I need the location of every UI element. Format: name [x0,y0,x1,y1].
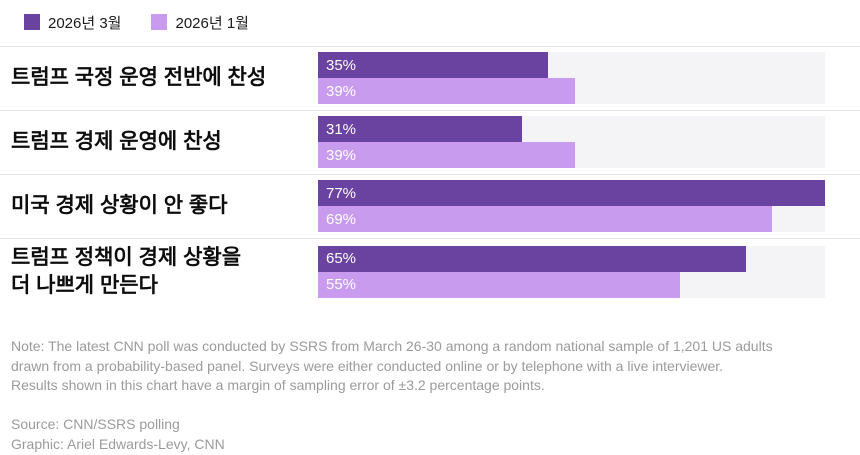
note-line-1: Note: The latest CNN poll was conducted … [11,338,773,355]
bar-series-2: 39% [318,142,575,168]
chart-row: 미국 경제 상황이 안 좋다 77% 69% [0,174,860,238]
legend-label-march: 2026년 3월 [48,14,122,32]
bar-series-2: 69% [318,206,773,232]
category-label: 트럼프 정책이 경제 상황을 더 나쁘게 만든다 [11,246,242,297]
bar-series-1: 65% [318,245,746,272]
bar-value-label: 55% [326,276,357,294]
source-line: Source: CNN/SSRS polling [11,416,180,433]
category-label: 미국 경제 상황이 안 좋다 [11,194,228,218]
legend-swatch-march [24,14,40,30]
legend-item-january: 2026년 1월 [151,12,249,33]
bar-value-label: 39% [326,146,357,164]
bar-value-label: 77% [326,184,357,202]
bar-value-label: 65% [326,250,357,268]
bar-series-1: 77% [318,180,825,206]
bar-track: 31% 39% [318,116,825,168]
bar-value-label: 69% [326,210,357,228]
legend: 2026년 3월 2026년 1월 [0,12,860,32]
bar-series-1: 31% [318,116,523,142]
legend-swatch-january [151,14,168,30]
note-line-2: drawn from a probability-based panel. Su… [11,357,724,374]
bar-series-2: 39% [318,78,575,104]
bar-track: 65% 55% [318,245,825,298]
legend-label-january: 2026년 1월 [175,14,249,32]
bar-value-label: 35% [326,56,357,74]
bar-chart-rows: 트럼프 국정 운영 전반에 찬성 35% 39% 트럼프 경제 운영에 찬성 31% 39… [0,46,860,321]
category-label: 트럼프 국정 운영 전반에 찬성 [11,66,267,90]
bar-value-label: 39% [326,82,357,100]
category-label: 트럼프 경제 운영에 찬성 [11,130,222,154]
chart-row: 트럼프 국정 운영 전반에 찬성 35% 39% [0,46,860,110]
graphic-credit-line: Graphic: Ariel Edwards-Levy, CNN [11,436,225,453]
legend-item-march: 2026년 3월 [24,12,121,33]
note-line-3: Results shown in this chart have a margi… [11,377,545,394]
bar-series-2: 55% [318,271,681,298]
source-credit: Source: CNN/SSRS polling Graphic: Ariel … [11,415,860,455]
chart-row: 트럼프 정책이 경제 상황을 더 나쁘게 만든다 65% 55% [0,238,860,321]
bar-series-1: 35% [318,52,549,78]
note-text: Note: The latest CNN poll was conducted … [11,337,860,395]
chart-row: 트럼프 경제 운영에 찬성 31% 39% [0,110,860,174]
bar-value-label: 31% [326,120,357,138]
bar-track: 35% 39% [318,52,825,104]
bar-track: 77% 69% [318,180,825,232]
